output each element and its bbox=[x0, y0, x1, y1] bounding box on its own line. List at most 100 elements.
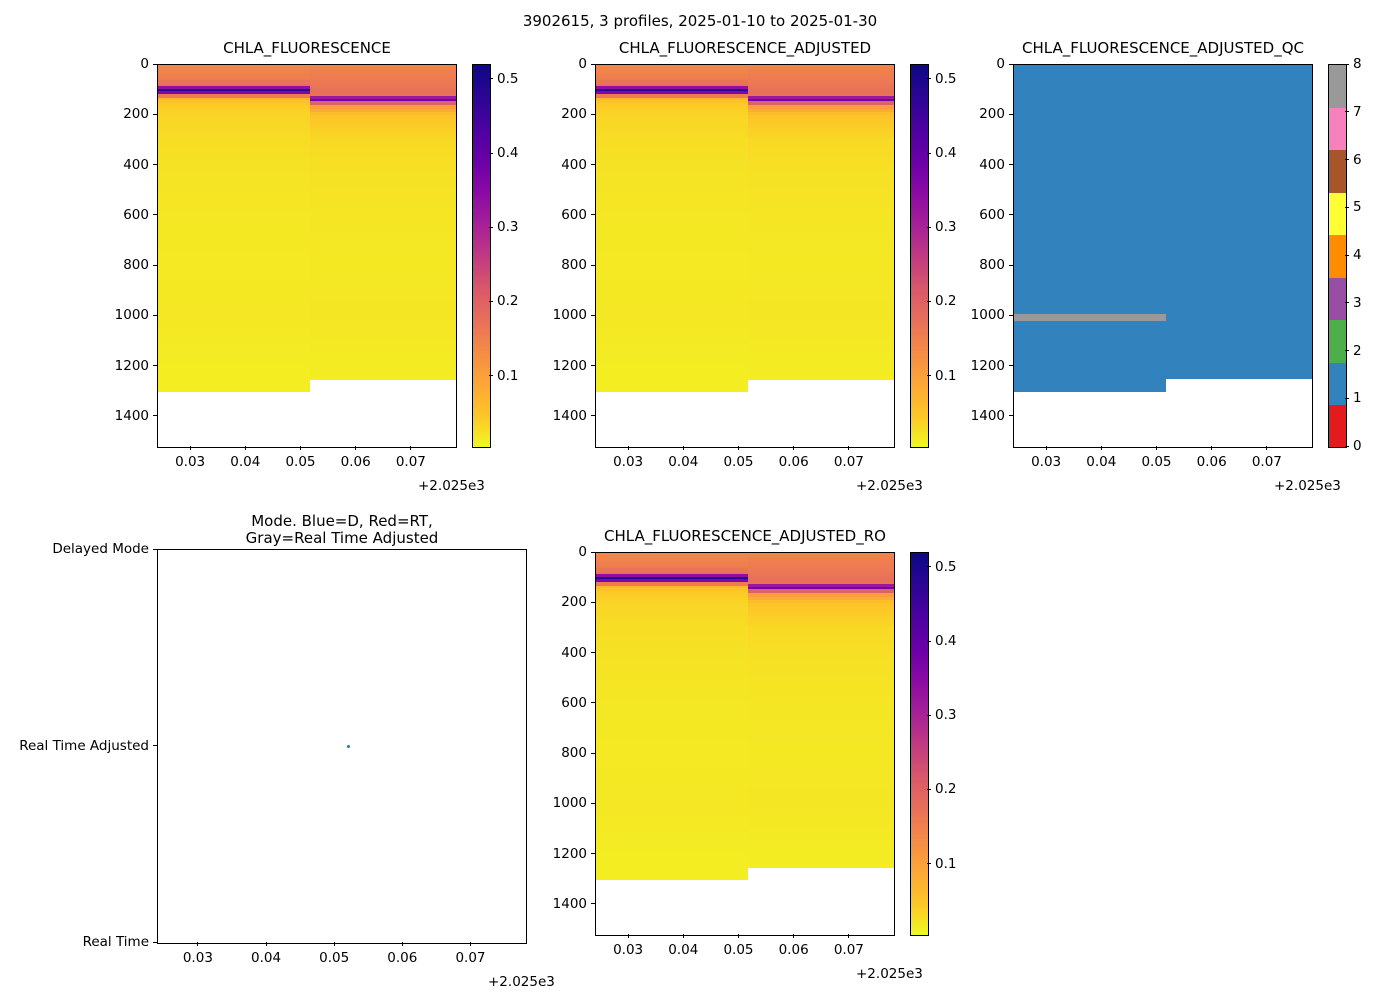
heatmap-cell bbox=[596, 622, 748, 626]
heatmap-cell bbox=[158, 274, 310, 279]
heatmap-cell bbox=[596, 72, 748, 76]
x-tick-mark bbox=[737, 934, 740, 938]
axes-chla-fluorescence[interactable] bbox=[157, 64, 457, 448]
heatmap-cell bbox=[309, 105, 456, 110]
heatmap-cell bbox=[747, 263, 894, 267]
heatmap-cell bbox=[596, 853, 748, 858]
heatmap-cell bbox=[596, 830, 748, 834]
heatmap-cell bbox=[747, 111, 894, 116]
axes-chla-fluorescence-adjusted-qc[interactable] bbox=[1013, 64, 1313, 448]
heatmap-cell bbox=[309, 134, 456, 138]
heatmap-cell bbox=[747, 224, 894, 229]
heatmap-cell bbox=[747, 72, 894, 76]
axes-chla-fluorescence-adjusted-ro[interactable] bbox=[595, 552, 895, 936]
figure-suptitle: 3902615, 3 profiles, 2025-01-10 to 2025-… bbox=[522, 12, 878, 30]
colorbar-qc-segment bbox=[1329, 277, 1346, 321]
heatmap-cell bbox=[309, 152, 456, 157]
heatmap-cell bbox=[309, 183, 456, 187]
colorbar-qc-segment bbox=[1329, 65, 1346, 108]
heatmap-cell bbox=[596, 862, 748, 866]
heatmap-cell bbox=[747, 67, 894, 71]
axes-chla-fluorescence-adjusted[interactable] bbox=[595, 64, 895, 448]
heatmap-cell bbox=[747, 206, 894, 211]
x-tick-label: 0.04 bbox=[251, 950, 282, 966]
heatmap-cell bbox=[309, 245, 456, 249]
y-tick-mark bbox=[591, 415, 595, 417]
heatmap-cell bbox=[158, 212, 310, 217]
x-tick-label: 0.06 bbox=[778, 942, 809, 958]
mode-y-tick-label: Real Time Adjusted bbox=[19, 737, 149, 754]
heatmap-cell bbox=[596, 721, 748, 726]
x-tick-label: 0.07 bbox=[1251, 454, 1282, 470]
heatmap-cell bbox=[158, 100, 310, 104]
heatmap-cell bbox=[596, 576, 748, 580]
y-tick-label: 1000 bbox=[552, 307, 587, 324]
colorbar-qc-tick-mark bbox=[1345, 254, 1349, 256]
heatmap-cell bbox=[747, 360, 894, 365]
heatmap-cell bbox=[309, 67, 456, 71]
heatmap-cell bbox=[596, 260, 748, 264]
heatmap-cell bbox=[747, 771, 894, 776]
heatmap-cell bbox=[158, 118, 310, 123]
heatmap-cell bbox=[158, 201, 310, 205]
heatmap-cell bbox=[158, 70, 310, 74]
heatmap-cell bbox=[596, 581, 748, 587]
heatmap-cell bbox=[309, 198, 456, 202]
heatmap-cell bbox=[309, 348, 456, 352]
heatmap-cell bbox=[158, 269, 310, 273]
heatmap-cell bbox=[596, 827, 748, 831]
heatmap-cell bbox=[596, 768, 748, 773]
heatmap-cell bbox=[747, 586, 894, 591]
colorbar-tick-mark bbox=[489, 152, 493, 154]
heatmap-cell bbox=[596, 383, 748, 387]
heatmap-cell bbox=[596, 159, 748, 163]
y-tick-mark bbox=[153, 365, 157, 367]
heatmap-cell bbox=[596, 631, 748, 636]
y-tick-mark bbox=[591, 164, 595, 166]
heatmap-cell bbox=[747, 215, 894, 220]
heatmap-cell bbox=[596, 310, 748, 314]
heatmap-cell bbox=[747, 640, 894, 645]
axes-mode[interactable] bbox=[157, 549, 527, 944]
heatmap-cell bbox=[747, 730, 894, 734]
heatmap-cell bbox=[309, 75, 456, 79]
heatmap-cell bbox=[747, 555, 894, 559]
colorbar-panel-5[interactable] bbox=[910, 552, 929, 936]
x-tick-mark bbox=[410, 446, 412, 450]
heatmap-cell bbox=[158, 239, 310, 243]
heatmap-cell bbox=[596, 266, 748, 270]
heatmap-cell bbox=[158, 80, 310, 85]
heatmap-cell bbox=[158, 156, 310, 160]
heatmap-cell bbox=[158, 186, 310, 190]
colorbar-panel-1[interactable] bbox=[472, 64, 491, 448]
y-tick-label: 0 bbox=[140, 56, 149, 72]
colorbar-tick-mark bbox=[489, 300, 493, 302]
heatmap-cell bbox=[309, 192, 456, 196]
heatmap-cell bbox=[596, 715, 748, 720]
heatmap-cell bbox=[309, 171, 456, 175]
colorbar-qc-tick-mark bbox=[1345, 63, 1349, 65]
heatmap-cell bbox=[309, 174, 456, 178]
heatmap-cell bbox=[596, 876, 748, 881]
colorbar-tick-label: 0.2 bbox=[497, 293, 519, 310]
heatmap-cell bbox=[596, 565, 748, 569]
colorbar-panel-3-qc[interactable] bbox=[1328, 64, 1347, 448]
heatmap-cell bbox=[747, 609, 894, 614]
heatmap-cell bbox=[596, 762, 748, 767]
heatmap-cell bbox=[158, 174, 310, 178]
heatmap-cell bbox=[596, 579, 748, 583]
heatmap-cell bbox=[747, 824, 894, 829]
heatmap-cell bbox=[596, 859, 748, 863]
heatmap-cell bbox=[158, 368, 310, 372]
heatmap-cell bbox=[158, 385, 310, 390]
heatmap-cell bbox=[747, 754, 894, 758]
heatmap-cell bbox=[158, 121, 310, 126]
axes-1-x-offset-label: +2.025e3 bbox=[418, 478, 485, 494]
heatmap-cell bbox=[596, 301, 748, 306]
heatmap-cell bbox=[309, 221, 456, 226]
heatmap-cell bbox=[747, 851, 894, 856]
panel-2-title: CHLA_FLUORESCENCE_ADJUSTED bbox=[618, 39, 872, 57]
heatmap-cell bbox=[309, 143, 456, 148]
colorbar-panel-2[interactable] bbox=[910, 64, 929, 448]
